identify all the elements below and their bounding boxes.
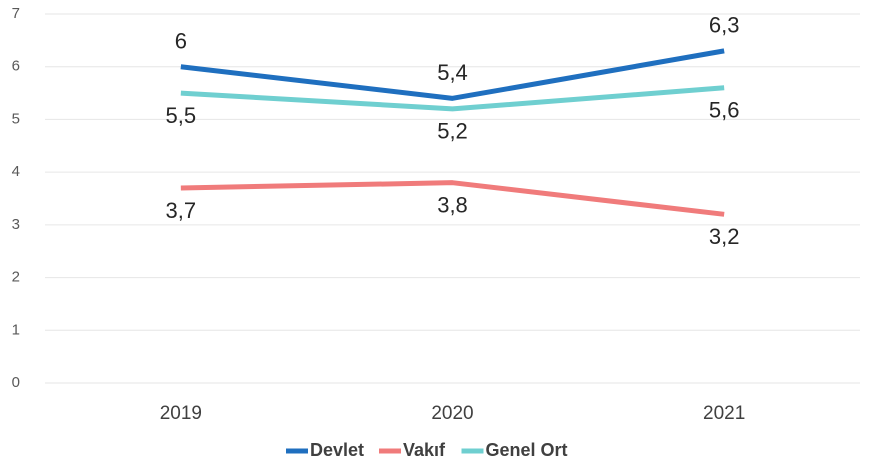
y-tick-label: 2 xyxy=(12,269,20,286)
y-tick-label: 5 xyxy=(12,110,20,127)
data-label: 3,8 xyxy=(437,192,468,217)
data-label: 5,4 xyxy=(437,60,468,85)
data-label: 5,5 xyxy=(166,103,197,128)
legend-label: Genel Ort xyxy=(486,440,568,460)
legend-label: Vakıf xyxy=(403,440,446,460)
legend-label: Devlet xyxy=(310,440,364,460)
series-line xyxy=(180,48,725,101)
y-tick-label: 6 xyxy=(12,58,20,75)
series-line xyxy=(180,85,725,112)
data-label: 6,3 xyxy=(709,13,740,38)
x-tick-label: 2020 xyxy=(431,403,473,424)
y-tick-label: 7 xyxy=(12,5,20,22)
data-label: 5,2 xyxy=(437,119,468,144)
x-tick-label: 2021 xyxy=(703,403,745,424)
data-label: 3,7 xyxy=(166,198,197,223)
y-tick-label: 4 xyxy=(12,163,20,180)
data-label: 6 xyxy=(175,29,187,54)
y-tick-label: 1 xyxy=(12,321,20,338)
y-tick-label: 0 xyxy=(12,374,20,391)
series-line xyxy=(180,180,725,217)
y-tick-label: 3 xyxy=(12,216,20,233)
data-label: 3,2 xyxy=(709,224,740,249)
x-tick-label: 2019 xyxy=(160,403,202,424)
data-label: 5,6 xyxy=(709,98,740,123)
